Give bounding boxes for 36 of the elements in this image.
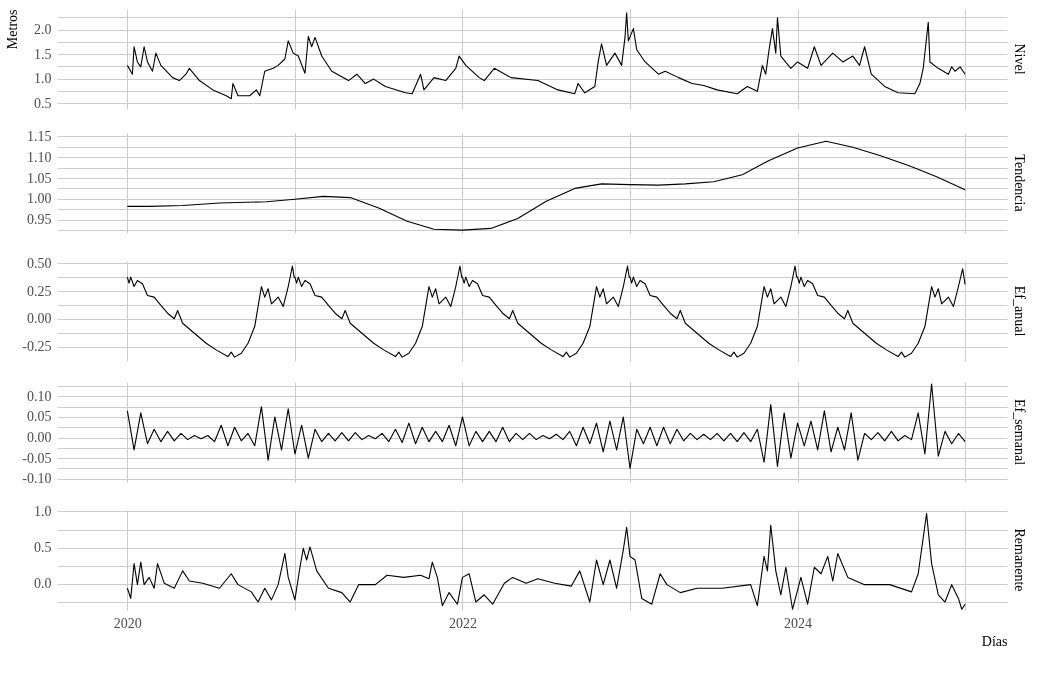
x-tick-label: 2020 [113, 615, 142, 631]
x-tick-label: 2024 [784, 615, 813, 631]
y-tick-label: 1.5 [34, 46, 52, 62]
x-axis-title: Días [981, 633, 1008, 649]
y-tick-label: 0.25 [27, 283, 52, 299]
y-tick-label: 2.0 [34, 22, 52, 38]
y-tick-label: 0.95 [27, 212, 52, 228]
x-tick-label: 2022 [448, 615, 477, 631]
y2-axis-title: Ef_anual [1012, 285, 1027, 337]
y-tick-label: 1.0 [34, 503, 52, 519]
line-series [126, 265, 966, 358]
y-tick-label: 1.05 [27, 170, 52, 186]
y-tick-label: 1.00 [27, 191, 52, 207]
y-tick-label: 0.50 [27, 255, 52, 271]
line-series [126, 383, 966, 469]
y-tick-label: 1.0 [34, 71, 52, 87]
y-tick-label: 1.10 [27, 149, 52, 165]
y-tick-label: 0.05 [27, 409, 52, 425]
y2-axis-title: Tendencia [1012, 154, 1027, 213]
y-tick-label: -0.10 [22, 471, 52, 487]
y-tick-label: 0.0 [34, 576, 52, 592]
y-tick-label: 0.10 [27, 388, 52, 404]
y2-axis-title: Nivel [1012, 43, 1027, 75]
line-series [126, 140, 966, 231]
y-tick-label: 0.00 [27, 311, 52, 327]
y-tick-label: -0.25 [22, 339, 52, 355]
y-tick-label: 1.15 [27, 128, 52, 144]
y2-axis-title: Remanente [1012, 528, 1027, 592]
y-tick-label: 0.00 [27, 430, 52, 446]
y-tick-label: -0.05 [22, 450, 52, 466]
line-series [126, 513, 966, 610]
y-tick-label: 0.5 [34, 95, 52, 111]
y-axis-title: Metros [5, 9, 20, 50]
line-series [126, 12, 966, 100]
y2-axis-title: Ef_semanal [1012, 398, 1027, 466]
y-tick-label: 0.5 [34, 540, 52, 556]
